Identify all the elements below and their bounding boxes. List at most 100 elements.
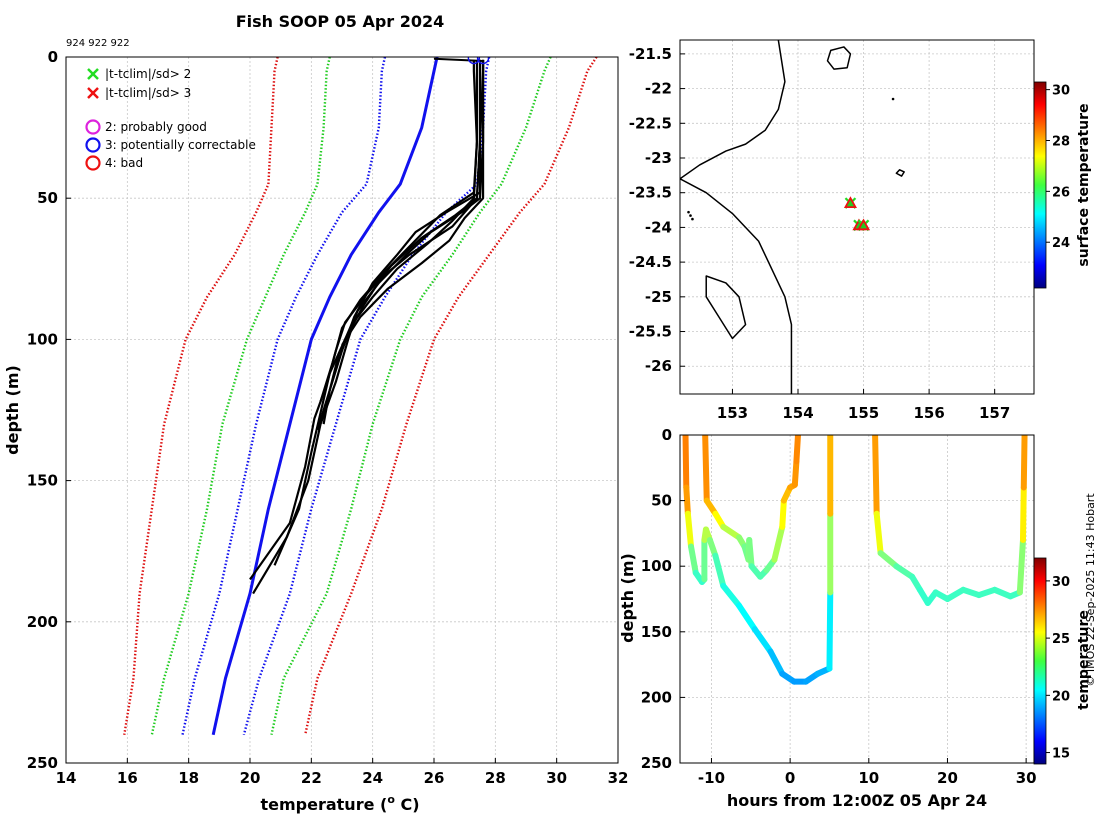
track-segment xyxy=(688,543,699,576)
track-segment xyxy=(1016,536,1026,596)
map-y-tick-label: -24.5 xyxy=(629,253,672,271)
colorbar-tick-label: 24 xyxy=(1052,236,1070,251)
track-segment xyxy=(684,510,695,550)
legend-marker-circle xyxy=(85,119,101,135)
island xyxy=(705,275,747,340)
x-tick-label: 16 xyxy=(117,769,138,787)
map-y-tick-label: -22.5 xyxy=(629,114,672,132)
track-segment xyxy=(1019,484,1027,543)
track-segment xyxy=(751,626,774,655)
y-tick-label: 200 xyxy=(27,613,58,631)
x-tick-label: 30 xyxy=(546,769,567,787)
track-segment xyxy=(720,582,742,609)
island xyxy=(895,169,905,177)
coastline xyxy=(680,40,786,180)
track-segment xyxy=(791,458,800,488)
colorbar-tick-label: 15 xyxy=(1052,747,1070,762)
profile-panel: 14 16 18 20 22 24 26 28 30 32 0 50 100 150 200 250 |t-t… xyxy=(3,48,628,814)
series-line-clim-2sd xyxy=(270,57,552,736)
y-tick-label: 50 xyxy=(37,189,58,207)
series-line-clim-1sd xyxy=(242,57,491,736)
dt-x-tick-label: 10 xyxy=(858,769,879,787)
reef-dot xyxy=(687,210,690,214)
track-segment xyxy=(873,510,884,557)
map-y-tick-label: -23 xyxy=(645,149,672,167)
map-x-tick-label: 153 xyxy=(717,404,748,422)
dt-y-tick-label: 0 xyxy=(662,426,672,444)
track-segment xyxy=(944,586,967,602)
x-tick-label: 20 xyxy=(240,769,261,787)
map-y-tick-label: -23.5 xyxy=(629,184,672,202)
qc-marker xyxy=(467,57,481,65)
legend-label: |t-tclim|/sd> 2 xyxy=(105,67,191,81)
dt-y-tick-label: 250 xyxy=(641,754,672,772)
observed-profile-line xyxy=(341,59,485,346)
chart-title: Fish SOOP 05 Apr 2024 xyxy=(236,12,445,31)
reef-dot xyxy=(891,97,895,101)
track-segment xyxy=(712,552,727,589)
map-y-tick-label: -24 xyxy=(645,218,672,236)
x-tick-label: 18 xyxy=(178,769,199,787)
track-segment xyxy=(779,497,787,530)
watermark: © IMOS 22-Sep-2025 11:43 Hobart xyxy=(1084,493,1097,687)
map-colorbar-label: surface temperature xyxy=(1076,103,1092,266)
dt-x-axis-label: hours from 12:00Z 05 Apr 24 xyxy=(727,791,987,810)
dt-y-tick-label: 150 xyxy=(641,623,672,641)
observed-profile-line xyxy=(319,59,479,402)
observed-profile-line xyxy=(322,59,479,425)
dt-y-axis-label: depth (m) xyxy=(618,553,637,643)
y-tick-label: 150 xyxy=(27,472,58,490)
colorbar-tick-label: 30 xyxy=(1052,575,1070,590)
legend-label: 3: potentially correctable xyxy=(105,138,256,152)
map-x-tick-label: 156 xyxy=(913,404,944,422)
dt-colorbar xyxy=(1033,557,1047,765)
dt-x-tick-label: 30 xyxy=(1016,769,1037,787)
dt-x-tick-label: 0 xyxy=(785,769,795,787)
track-segment xyxy=(771,523,786,563)
track-segment xyxy=(893,563,916,580)
dt-x-tick-label: -10 xyxy=(698,769,725,787)
station-marker xyxy=(857,218,871,231)
legend-marker-x xyxy=(87,68,99,80)
y-axis-label: depth (m) xyxy=(3,365,22,455)
legend-marker-x xyxy=(87,87,99,99)
colorbar-tick-label: 30 xyxy=(1052,84,1070,99)
colorbar-tick-label: 28 xyxy=(1052,134,1070,149)
dt-colorbar-label: temperature xyxy=(1076,610,1092,710)
depth-time-panel: -10 0 10 20 30 0 50 100 150 200 250 depth (m) hour… xyxy=(618,426,1092,810)
series-line-clim-2sd xyxy=(150,57,331,736)
legend-label: 2: probably good xyxy=(105,120,207,134)
qc-marker xyxy=(476,57,490,65)
map-x-tick-label: 157 xyxy=(979,404,1010,422)
map-y-tick-label: -25 xyxy=(645,288,672,306)
x-axis-label-main: temperature ( xyxy=(260,795,387,814)
reef-dot xyxy=(689,214,692,217)
coastline xyxy=(680,178,793,394)
dt-y-tick-label: 100 xyxy=(641,557,672,575)
map-x-tick-label: 154 xyxy=(782,404,813,422)
reef-dot xyxy=(691,217,694,221)
x-axis-label-tail: C) xyxy=(395,795,420,814)
dt-y-tick-label: 200 xyxy=(641,688,672,706)
x-axis-label: temperature (o C) xyxy=(260,793,419,814)
series-line-clim-1sd xyxy=(181,57,387,736)
track-segment xyxy=(877,550,900,570)
series-line-climatology-mean xyxy=(211,57,439,736)
map-panel: 153 154 155 156 157 -21.5 -22 -22.5 -23 -23.5 -24 -… xyxy=(629,39,1092,422)
observed-profile-line xyxy=(273,59,482,566)
track-segment xyxy=(826,589,834,672)
surface-segment xyxy=(433,57,484,62)
chart-subtitle: 924 922 922 xyxy=(66,38,130,49)
track-segment xyxy=(720,523,742,541)
dt-x-tick-label: 20 xyxy=(937,769,958,787)
series-line-clim-3sd xyxy=(304,57,598,736)
y-tick-label: 250 xyxy=(27,754,58,772)
map-colorbar xyxy=(1033,81,1047,289)
track-segment xyxy=(683,484,691,517)
track-segment xyxy=(1020,435,1028,491)
legend-label: 4: bad xyxy=(105,156,143,170)
y-tick-label: 0 xyxy=(48,48,58,66)
map-y-tick-label: -21.5 xyxy=(629,45,672,63)
map-y-tick-label: -25.5 xyxy=(629,323,672,341)
